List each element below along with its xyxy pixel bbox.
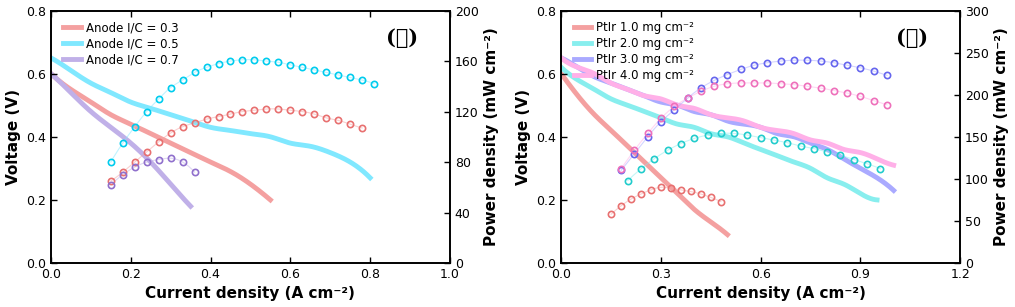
X-axis label: Current density (A cm⁻²): Current density (A cm⁻²): [145, 286, 355, 301]
Anode I/C = 0.7: [146, 161, 158, 165]
Anode I/C = 0.5: [364, 176, 377, 180]
Line: PtIr 1.0 mg cm⁻²: PtIr 1.0 mg cm⁻²: [561, 74, 728, 235]
PtIr 4.0 mg cm⁻²: [664, 100, 676, 104]
PtIr 3.0 mg cm⁻²: [664, 102, 676, 105]
PtIr 4.0 mg cm⁻²: [797, 135, 809, 139]
PtIr 4.0 mg cm⁻²: [687, 106, 699, 110]
Anode I/C = 0.3: [204, 160, 216, 164]
PtIr 2.0 mg cm⁻²: [593, 91, 605, 94]
Anode I/C = 0.7: [133, 149, 145, 152]
Anode I/C = 0.5: [45, 56, 57, 60]
Anode I/C = 0.7: [185, 204, 197, 208]
PtIr 2.0 mg cm⁻²: [784, 158, 796, 162]
Line: Anode I/C = 0.5: Anode I/C = 0.5: [51, 58, 370, 178]
PtIr 2.0 mg cm⁻²: [754, 147, 766, 151]
PtIr 2.0 mg cm⁻²: [871, 198, 883, 202]
PtIr 1.0 mg cm⁻²: [660, 181, 672, 184]
Anode I/C = 0.7: [100, 122, 113, 126]
Anode I/C = 0.7: [62, 88, 74, 91]
Anode I/C = 0.5: [246, 132, 258, 136]
Anode I/C = 0.5: [275, 138, 287, 142]
Legend: Anode I/C = 0.3, Anode I/C = 0.5, Anode I/C = 0.7: Anode I/C = 0.3, Anode I/C = 0.5, Anode …: [61, 19, 181, 68]
Text: (나): (나): [896, 28, 929, 48]
PtIr 1.0 mg cm⁻²: [676, 196, 688, 200]
X-axis label: Current density (A cm⁻²): Current density (A cm⁻²): [656, 286, 866, 301]
PtIr 1.0 mg cm⁻²: [621, 144, 633, 147]
Anode I/C = 0.3: [71, 92, 83, 95]
PtIr 4.0 mg cm⁻²: [555, 56, 567, 60]
Anode I/C = 0.7: [146, 162, 158, 166]
PtIr 4.0 mg cm⁻²: [764, 128, 776, 131]
Anode I/C = 0.5: [149, 108, 161, 111]
PtIr 1.0 mg cm⁻²: [609, 133, 621, 136]
PtIr 1.0 mg cm⁻²: [555, 72, 567, 76]
PtIr 3.0 mg cm⁻²: [887, 188, 899, 192]
Legend: PtIr 1.0 mg cm⁻², PtIr 2.0 mg cm⁻², PtIr 3.0 mg cm⁻², PtIr 4.0 mg cm⁻²: PtIr 1.0 mg cm⁻², PtIr 2.0 mg cm⁻², PtIr…: [571, 19, 696, 84]
PtIr 1.0 mg cm⁻²: [675, 195, 687, 199]
Line: PtIr 3.0 mg cm⁻²: PtIr 3.0 mg cm⁻²: [561, 58, 893, 190]
PtIr 1.0 mg cm⁻²: [576, 98, 588, 102]
Line: PtIr 4.0 mg cm⁻²: PtIr 4.0 mg cm⁻²: [561, 58, 893, 165]
Line: PtIr 2.0 mg cm⁻²: PtIr 2.0 mg cm⁻²: [561, 67, 877, 200]
Y-axis label: Voltage (V): Voltage (V): [516, 89, 531, 185]
PtIr 4.0 mg cm⁻²: [887, 163, 899, 167]
Y-axis label: Voltage (V): Voltage (V): [5, 89, 20, 185]
PtIr 3.0 mg cm⁻²: [795, 138, 807, 141]
Anode I/C = 0.5: [277, 139, 289, 143]
PtIr 3.0 mg cm⁻²: [764, 129, 776, 133]
PtIr 3.0 mg cm⁻²: [595, 78, 607, 81]
PtIr 3.0 mg cm⁻²: [555, 56, 567, 60]
PtIr 2.0 mg cm⁻²: [658, 117, 670, 121]
PtIr 4.0 mg cm⁻²: [595, 76, 607, 79]
Line: Anode I/C = 0.3: Anode I/C = 0.3: [51, 74, 270, 200]
Anode I/C = 0.3: [45, 72, 57, 76]
PtIr 1.0 mg cm⁻²: [722, 233, 734, 236]
Anode I/C = 0.3: [264, 198, 276, 202]
Anode I/C = 0.3: [132, 126, 144, 129]
Anode I/C = 0.7: [45, 72, 57, 76]
Anode I/C = 0.7: [90, 115, 103, 118]
Anode I/C = 0.5: [83, 80, 95, 84]
Y-axis label: Power density (mW cm⁻²): Power density (mW cm⁻²): [995, 27, 1010, 246]
Anode I/C = 0.5: [172, 115, 184, 119]
PtIr 3.0 mg cm⁻²: [687, 109, 699, 113]
Line: Anode I/C = 0.7: Anode I/C = 0.7: [51, 74, 191, 206]
PtIr 3.0 mg cm⁻²: [797, 138, 809, 142]
Text: (가): (가): [386, 28, 418, 48]
PtIr 2.0 mg cm⁻²: [555, 65, 567, 69]
Anode I/C = 0.3: [183, 150, 195, 154]
Anode I/C = 0.3: [117, 119, 129, 122]
PtIr 2.0 mg cm⁻²: [680, 124, 692, 128]
PtIr 2.0 mg cm⁻²: [785, 159, 797, 163]
Anode I/C = 0.3: [203, 160, 215, 163]
PtIr 4.0 mg cm⁻²: [795, 134, 807, 138]
Y-axis label: Power density (mW cm⁻²): Power density (mW cm⁻²): [484, 27, 499, 246]
